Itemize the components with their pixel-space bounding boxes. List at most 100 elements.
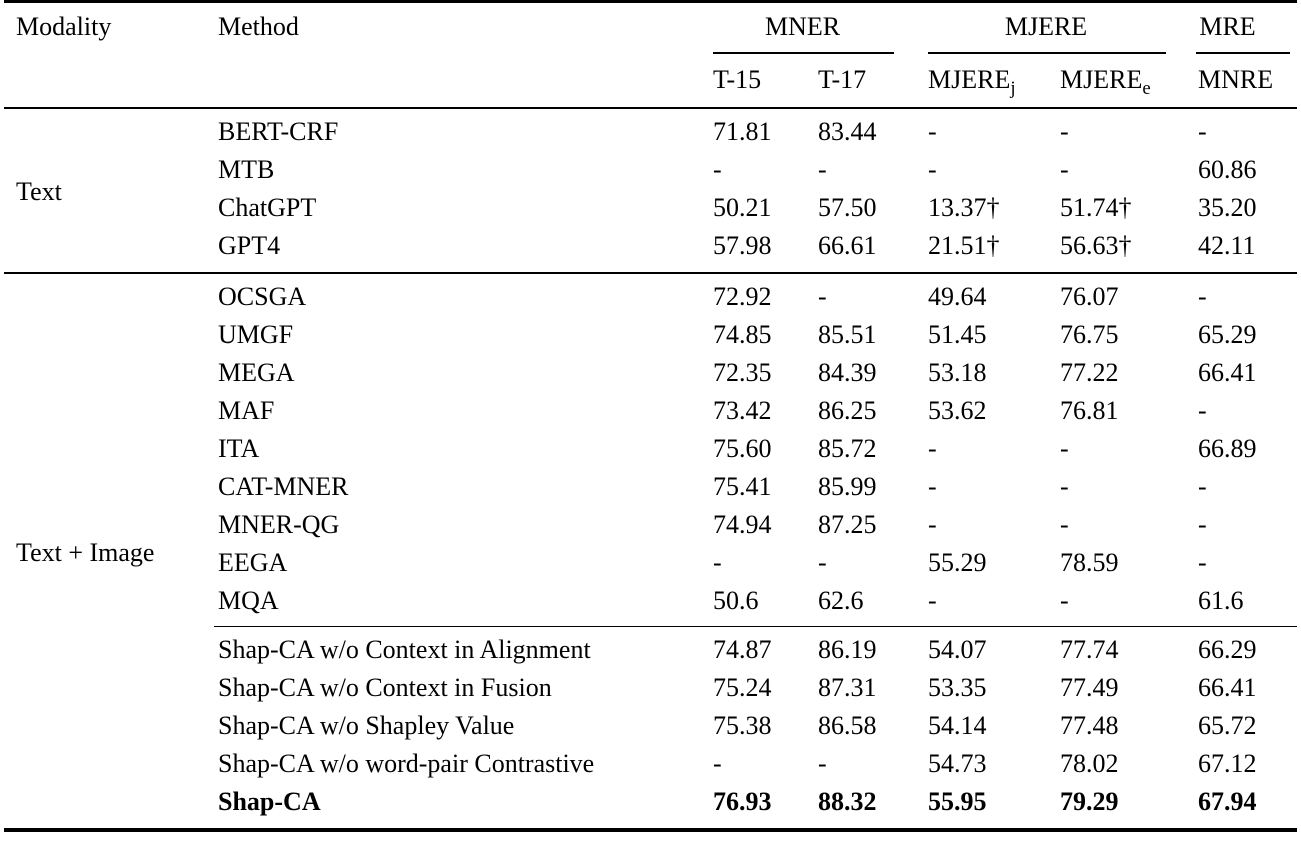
- table-row: Shap-CA 76.93 88.32 55.95 79.29 67.94: [4, 784, 1297, 830]
- method-cell: GPT4: [218, 231, 281, 261]
- table-row: Text BERT-CRF 71.81 83.44 - - -: [4, 108, 1297, 206]
- value-cell: 60.86: [1198, 155, 1257, 185]
- method-cell: OCSGA: [214, 271, 711, 317]
- value-cell: -: [1198, 510, 1207, 540]
- value-cell: 74.94: [713, 510, 772, 540]
- value-cell: -: [713, 749, 722, 779]
- value-cell: -: [928, 117, 937, 147]
- value-cell: -: [818, 749, 827, 779]
- value-cell: 55.29: [928, 548, 987, 578]
- value-cell: 66.41: [1198, 358, 1257, 388]
- value-cell: 72.35: [713, 358, 772, 388]
- value-cell: 78.02: [1060, 749, 1119, 779]
- table-row: GPT4 57.98 66.61 21.51† 56.63† 42.11: [4, 228, 1297, 273]
- results-table: Modality Method MNER MJERE MRE T-15 T-17…: [4, 0, 1297, 832]
- table-row: MAF 73.42 86.25 53.62 76.81 -: [4, 393, 1297, 431]
- value-cell: 71.81: [713, 117, 772, 147]
- value-cell: 62.6: [818, 586, 864, 616]
- value-cell: 74.87: [711, 625, 816, 670]
- value-cell: -: [816, 271, 926, 317]
- value-cell: 74.85: [713, 320, 772, 350]
- value-cell: 79.29: [1060, 787, 1119, 817]
- table-row: MQA 50.6 62.6 - - 61.6: [4, 583, 1297, 627]
- value-cell: -: [1196, 271, 1297, 317]
- value-cell: 66.61: [818, 231, 877, 261]
- value-cell: 67.94: [1198, 787, 1257, 817]
- value-cell: 54.14: [928, 711, 987, 741]
- value-cell: 53.35: [928, 673, 987, 703]
- value-cell: 87.25: [818, 510, 877, 540]
- value-cell: 76.93: [713, 787, 772, 817]
- value-cell: 65.29: [1198, 320, 1257, 350]
- column-group-mre: MRE: [1196, 2, 1297, 54]
- header-row-groups: Modality Method MNER MJERE MRE: [4, 2, 1297, 54]
- method-cell: Shap-CA w/o word-pair Contrastive: [218, 749, 595, 779]
- table-row: Text + Image OCSGA 72.92-49.64 76.07-: [4, 271, 1297, 830]
- value-cell: -: [1060, 510, 1069, 540]
- table-row: ChatGPT 50.21 57.50 13.37† 51.74† 35.20: [4, 190, 1297, 228]
- value-cell: -: [928, 155, 937, 185]
- table-row: Shap-CA w/o Context in Alignment 74.87 86.…: [4, 625, 1297, 670]
- method-cell: Shap-CA w/o Context in Alignment: [214, 625, 711, 670]
- value-cell: -: [713, 548, 722, 578]
- value-cell: 88.32: [818, 787, 877, 817]
- section-text-image: Text + Image OCSGA 72.92-49.64 76.07- UMGF 74…: [4, 271, 1297, 830]
- value-cell: 85.51: [818, 320, 877, 350]
- value-cell: 76.07: [1058, 271, 1196, 317]
- value-cell: 35.20: [1198, 193, 1257, 223]
- value-cell: 56.63†: [1060, 231, 1132, 261]
- value-cell: 77.49: [1060, 673, 1119, 703]
- value-cell: -: [713, 155, 722, 185]
- value-cell: 51.74†: [1060, 193, 1132, 223]
- column-group-mner: MNER: [711, 2, 926, 54]
- column-header-t17: T-17: [818, 64, 867, 94]
- modality-cell: Text + Image: [4, 271, 214, 830]
- value-cell: 67.12: [1198, 749, 1257, 779]
- column-header-mjere-j: MJEREj: [928, 64, 1016, 99]
- value-cell: -: [928, 510, 937, 540]
- method-cell: CAT-MNER: [218, 472, 349, 502]
- header-row-subcolumns: T-15 T-17 MJEREj MJEREe MNRE: [4, 54, 1297, 108]
- value-cell: 85.72: [818, 434, 877, 464]
- table-row: MTB - - - - 60.86: [4, 152, 1297, 190]
- value-cell: 85.99: [818, 472, 877, 502]
- column-header-modality: Modality: [16, 12, 112, 41]
- value-cell: 13.37†: [928, 193, 1000, 223]
- method-cell: EEGA: [218, 548, 288, 578]
- table-row: Shap-CA w/o word-pair Contrastive - - 54.73…: [4, 746, 1297, 784]
- method-cell: BERT-CRF: [218, 117, 339, 147]
- value-cell: 65.72: [1198, 711, 1257, 741]
- value-cell: 54.07: [926, 625, 1058, 670]
- column-group-mjere: MJERE: [926, 2, 1196, 54]
- method-cell: MEGA: [218, 358, 295, 388]
- column-header-method: Method: [218, 12, 299, 41]
- section-text: Text BERT-CRF 71.81 83.44 - - - MTB - - - - 60.86 Cha…: [4, 108, 1297, 273]
- value-cell: 75.60: [713, 434, 772, 464]
- value-cell: -: [1060, 117, 1069, 147]
- table-row: MNER-QG 74.94 87.25 - - -: [4, 507, 1297, 545]
- method-cell: Shap-CA w/o Shapley Value: [218, 711, 515, 741]
- value-cell: 77.48: [1060, 711, 1119, 741]
- value-cell: 57.50: [818, 193, 877, 223]
- value-cell: 53.62: [928, 396, 987, 426]
- value-cell: 42.11: [1198, 231, 1256, 261]
- table-row: CAT-MNER 75.41 85.99 - - -: [4, 469, 1297, 507]
- value-cell: -: [1060, 472, 1069, 502]
- value-cell: 86.58: [818, 711, 877, 741]
- table-header: Modality Method MNER MJERE MRE T-15 T-17…: [4, 2, 1297, 108]
- value-cell: 55.95: [928, 787, 987, 817]
- value-cell: 86.19: [816, 625, 926, 670]
- column-header-mjere-e: MJEREe: [1060, 64, 1151, 99]
- method-cell: MAF: [218, 396, 275, 426]
- value-cell: -: [1060, 434, 1069, 464]
- method-cell: ITA: [218, 434, 260, 464]
- value-cell: 83.44: [818, 117, 877, 147]
- value-cell: 51.45: [928, 320, 987, 350]
- column-header-t15: T-15: [713, 64, 762, 94]
- value-cell: 77.22: [1060, 358, 1119, 388]
- table-row: Shap-CA w/o Context in Fusion 75.24 87.31 5…: [4, 670, 1297, 708]
- value-cell: 76.75: [1060, 320, 1119, 350]
- method-cell: Shap-CA: [218, 787, 321, 817]
- value-cell: -: [818, 548, 827, 578]
- value-cell: -: [1198, 548, 1207, 578]
